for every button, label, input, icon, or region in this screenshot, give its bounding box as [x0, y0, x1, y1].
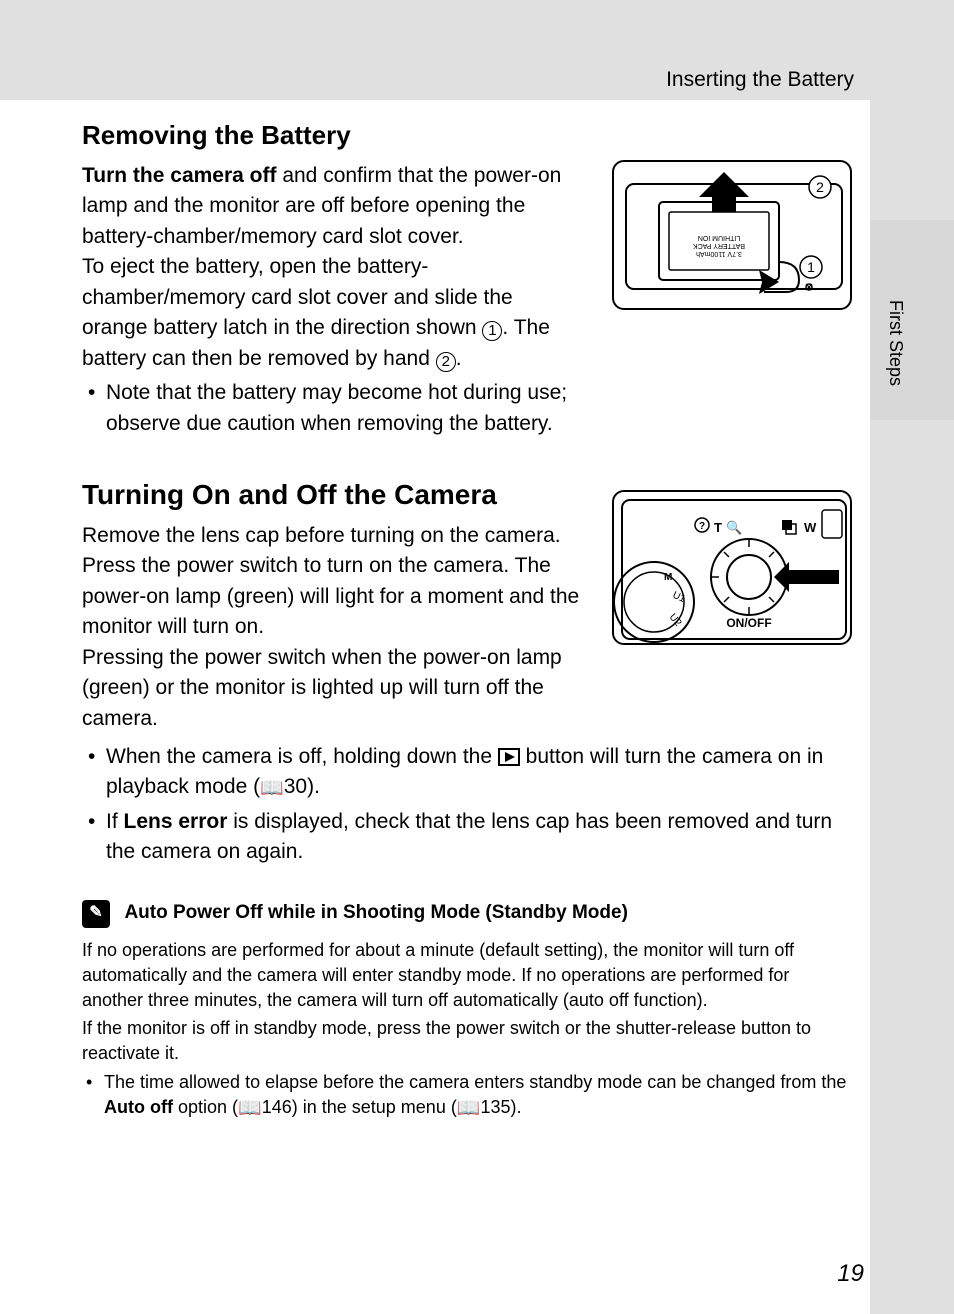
nb-a: The time allowed to elapse before the ca… [104, 1072, 846, 1092]
callout-1: 1 [807, 259, 815, 275]
nb-bold: Auto off [104, 1097, 173, 1117]
p2c: . [456, 347, 462, 370]
power-switch-svg: M U1 U2 ON/OFF [614, 492, 854, 647]
section1-bullet1: Note that the battery may become hot dur… [82, 378, 582, 439]
section2-paragraph1: Remove the lens cap before turning on th… [82, 521, 582, 643]
battery-diagram-svg: LITHIUM ION BATTERY PACK 3.7V 1100mAh 1 … [614, 162, 854, 312]
figure-battery-eject: LITHIUM ION BATTERY PACK 3.7V 1100mAh 1 … [612, 160, 852, 310]
note-bullet: The time allowed to elapse before the ca… [82, 1070, 852, 1123]
step-2-icon: 2 [436, 352, 456, 372]
lead-bold: Turn the camera off [82, 164, 276, 187]
svg-text:LITHIUM ION: LITHIUM ION [698, 234, 740, 241]
b1a: When the camera is off, holding down the [106, 745, 498, 768]
nb-c: ) in the setup menu ( [292, 1097, 457, 1117]
main-content: Removing the Battery Turn the camera off… [82, 120, 852, 868]
nb-ref1: 146 [262, 1097, 292, 1117]
svg-text:M: M [664, 572, 672, 583]
side-tab [870, 220, 954, 420]
note-header: ✎ Auto Power Off while in Shooting Mode … [82, 900, 852, 928]
manual-page: First Steps Inserting the Battery Removi… [0, 0, 954, 1314]
p2a: To eject the battery, open the battery-c… [82, 255, 513, 339]
page-number: 19 [837, 1260, 864, 1288]
section2-paragraph2: Pressing the power switch when the power… [82, 643, 582, 734]
b1ref: 30 [284, 775, 307, 798]
svg-text:?: ? [699, 521, 705, 532]
b2a: If [106, 810, 124, 833]
b2bold: Lens error [124, 810, 228, 833]
note-auto-power-off: ✎ Auto Power Off while in Shooting Mode … [82, 900, 852, 1123]
book-icon: 📖 [260, 775, 284, 803]
w-label: W [804, 520, 817, 535]
nb-b: option ( [173, 1097, 238, 1117]
section-header: Inserting the Battery [666, 68, 854, 92]
nb-d: ). [511, 1097, 522, 1117]
nb-ref2: 135 [481, 1097, 511, 1117]
book-icon-2: 📖 [238, 1096, 262, 1123]
svg-text:U1: U1 [671, 590, 688, 606]
section1-paragraph2: To eject the battery, open the battery-c… [82, 252, 582, 374]
heading-removing-battery: Removing the Battery [82, 120, 852, 151]
section1-paragraph1: Turn the camera off and confirm that the… [82, 161, 582, 252]
figure-power-switch: M U1 U2 ON/OFF [612, 490, 852, 645]
section2-bullet2: If Lens error is displayed, check that t… [82, 807, 852, 868]
b1c: ). [307, 775, 320, 798]
on-off-label: ON/OFF [726, 616, 771, 630]
battery-label: BATTERY PACK [693, 242, 745, 249]
callout-2: 2 [816, 179, 824, 195]
note-body1: If no operations are performed for about… [82, 938, 852, 1014]
side-tab-label: First Steps [885, 300, 906, 386]
svg-text:3.7V 1100mAh: 3.7V 1100mAh [696, 250, 742, 257]
note-icon: ✎ [82, 900, 110, 928]
book-icon-3: 📖 [457, 1096, 481, 1123]
note-body2: If the monitor is off in standby mode, p… [82, 1016, 852, 1066]
t-label: T [714, 520, 722, 535]
playback-icon [498, 748, 520, 766]
step-1-icon: 1 [482, 321, 502, 341]
note-title: Auto Power Off while in Shooting Mode (S… [124, 902, 627, 923]
section2-bullet1: When the camera is off, holding down the… [82, 742, 852, 803]
svg-text:🔍: 🔍 [726, 519, 742, 535]
